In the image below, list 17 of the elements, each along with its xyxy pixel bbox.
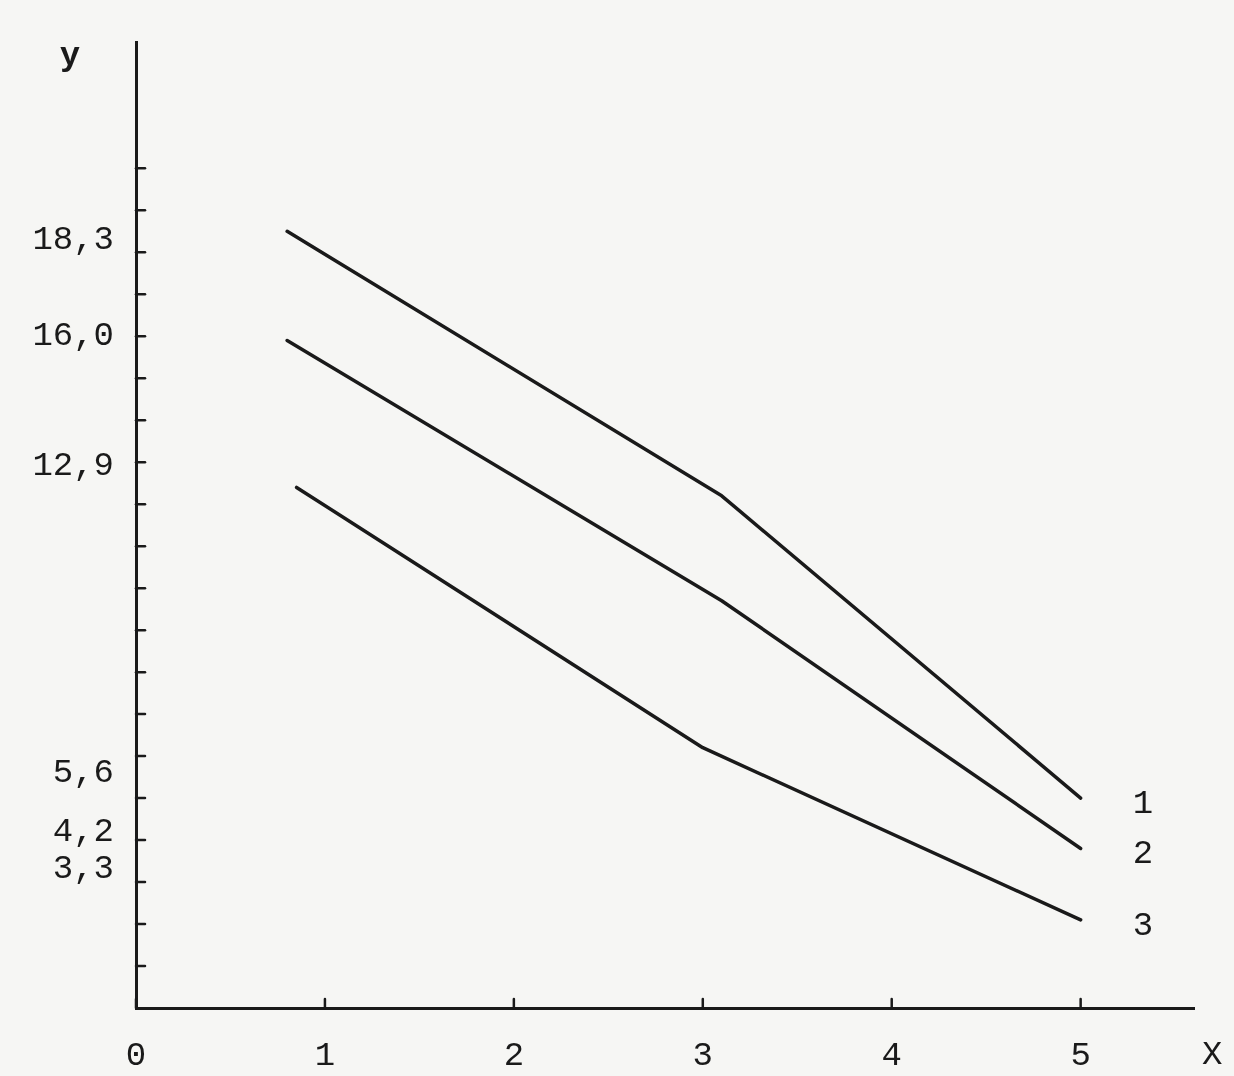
series-label: 3 [1132, 906, 1154, 945]
x-tick-label: 5 [1070, 1037, 1091, 1076]
y-tick-label: 18,3 [32, 220, 114, 259]
x-axis-title: X [1202, 1036, 1223, 1074]
y-tick-label: 3,3 [52, 850, 114, 889]
x-tick-label: 1 [314, 1037, 336, 1076]
series-label: 2 [1132, 835, 1154, 874]
y-tick-label: 16,0 [32, 317, 114, 356]
y-tick-label: 5,6 [52, 753, 114, 792]
series-label: 1 [1132, 785, 1154, 824]
y-tick-label: 4,2 [52, 812, 114, 851]
x-tick-label: 3 [692, 1037, 713, 1076]
y-axis-title: y [59, 36, 81, 75]
x-tick-label: 0 [125, 1037, 147, 1076]
x-tick-label: 4 [881, 1037, 902, 1076]
y-tick-label: 12,9 [32, 447, 114, 486]
x-tick-label: 2 [503, 1037, 525, 1076]
